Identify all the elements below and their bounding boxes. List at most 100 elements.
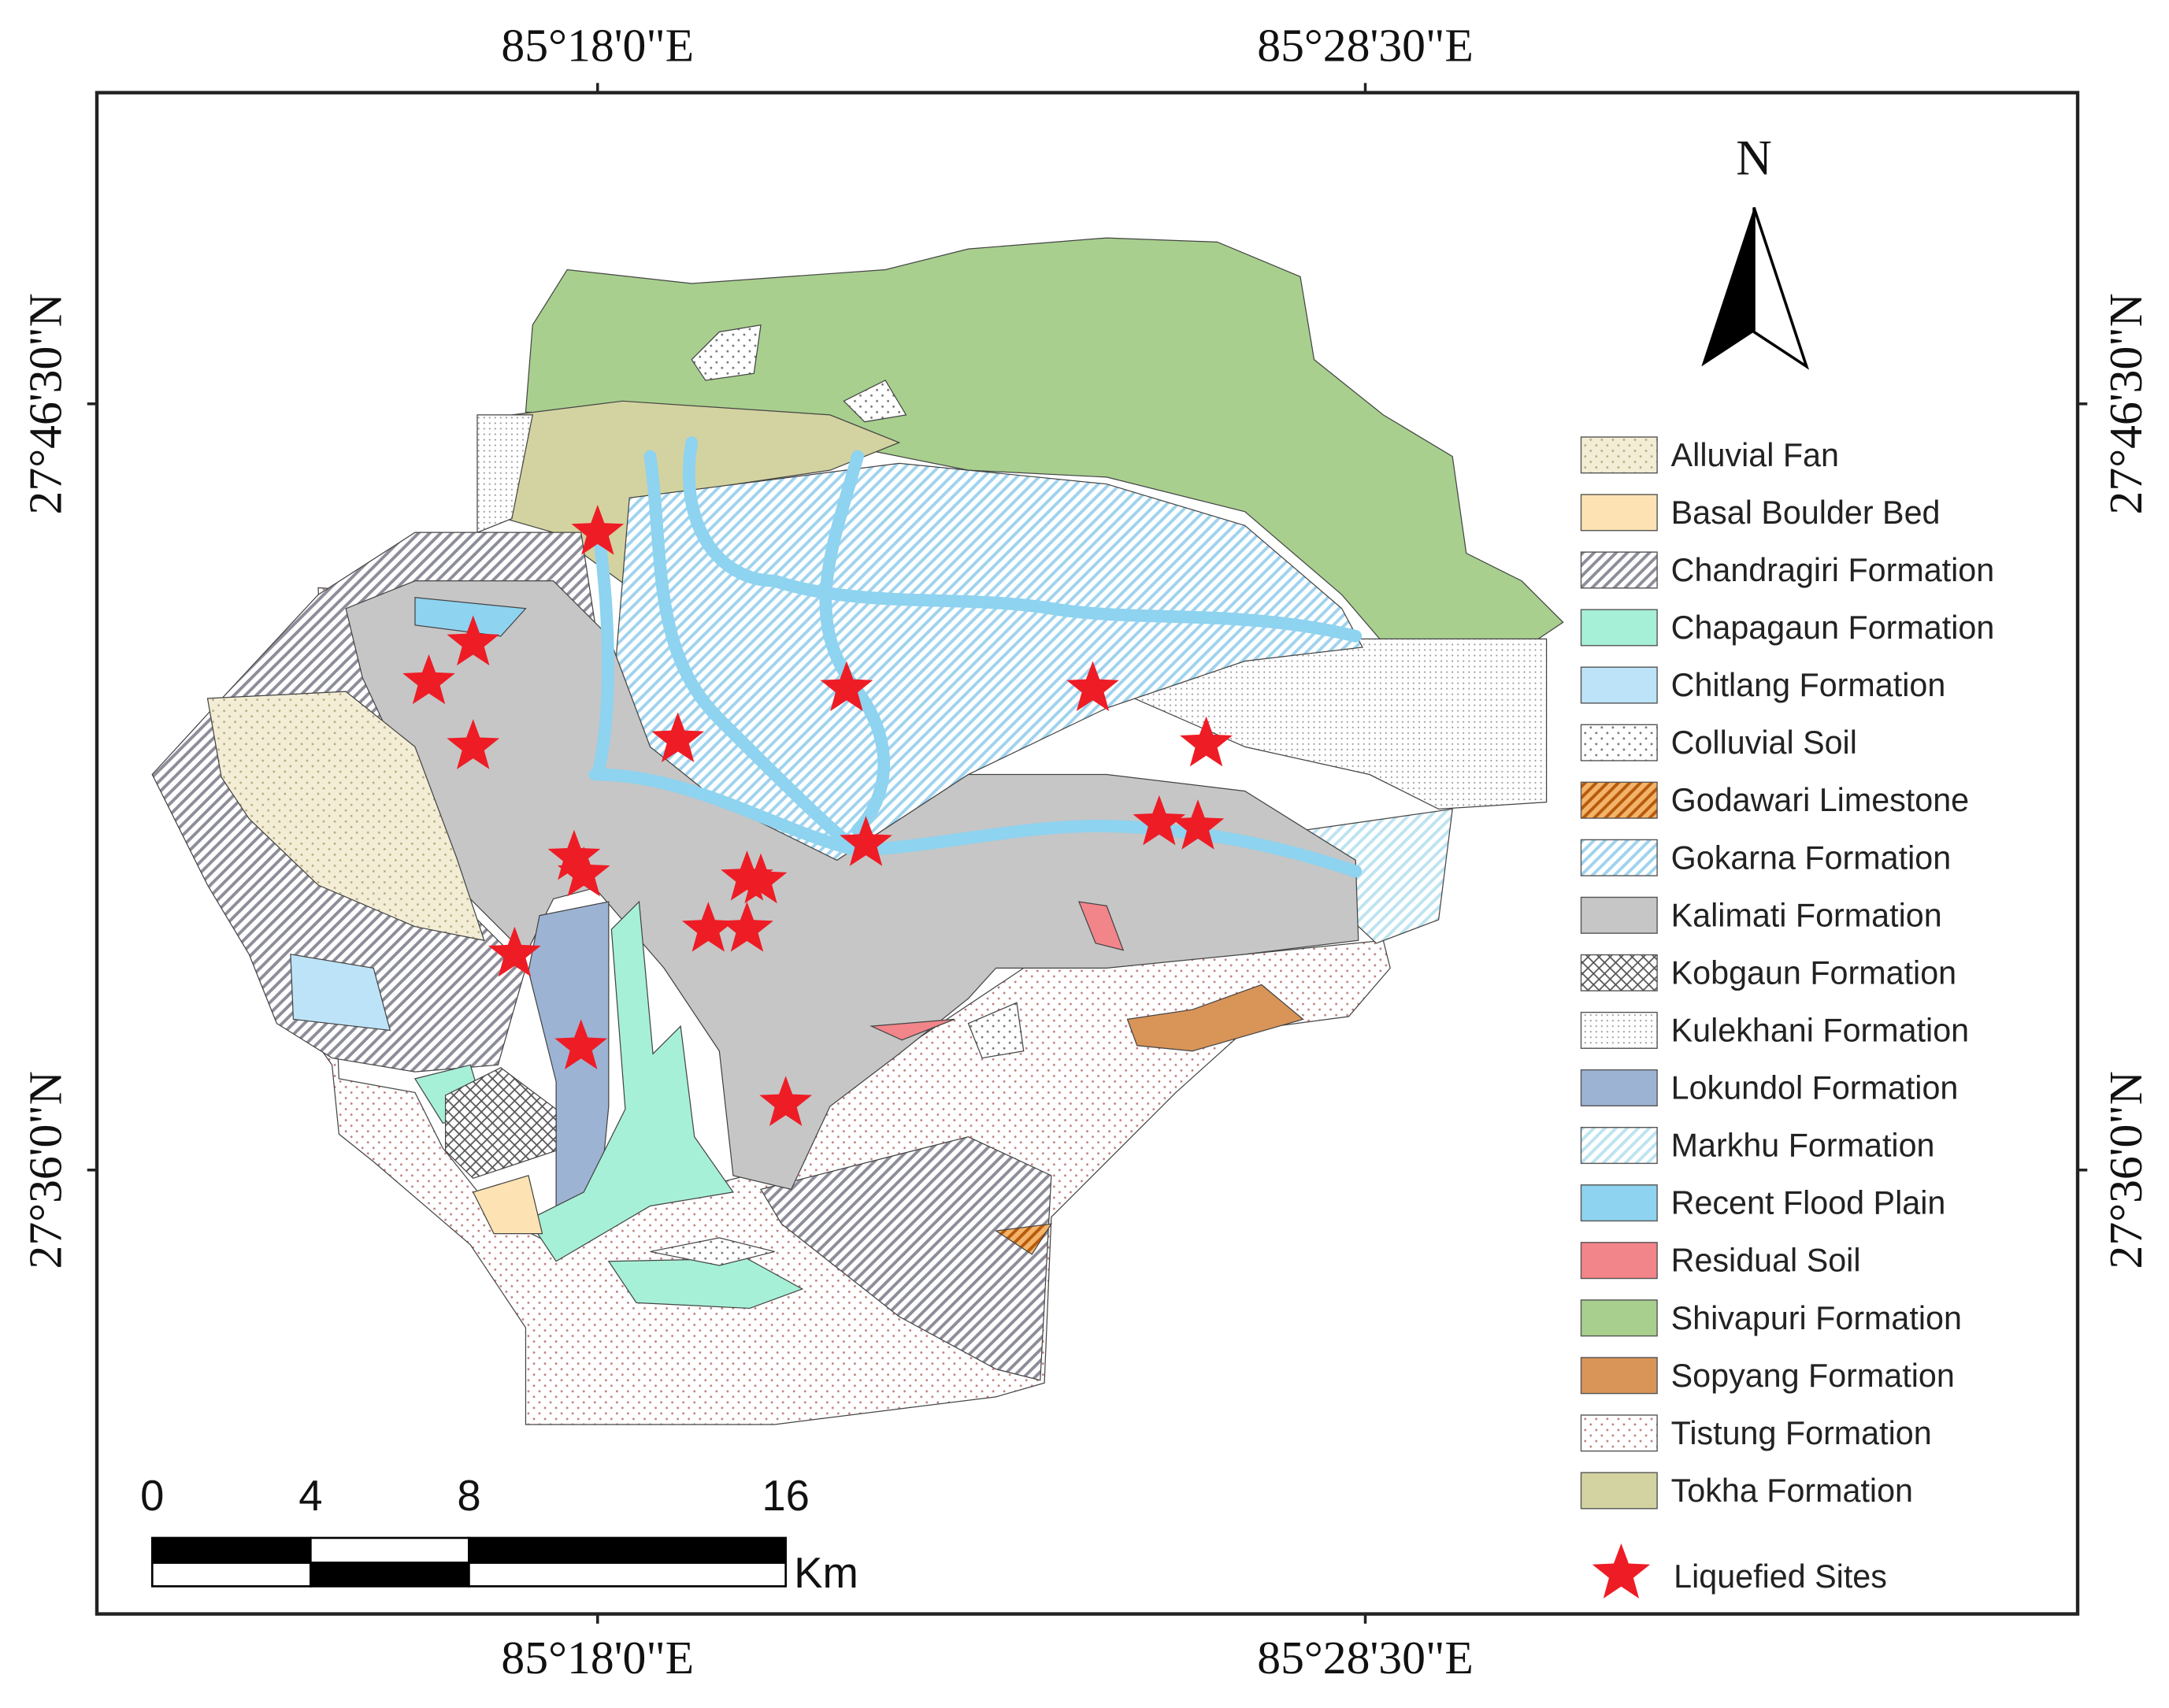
legend-label: Alluvial Fan: [1671, 437, 1839, 473]
latitude-label: 27°36'0"N: [2100, 1071, 2152, 1269]
liquefied-site: [840, 816, 892, 866]
longitude-label: 85°28'30"E: [1257, 1632, 1474, 1684]
legend-swatch: [1580, 494, 1658, 532]
liquefied-site: [759, 1076, 813, 1126]
legend-label: Markhu Formation: [1671, 1128, 1935, 1164]
geology-unit: [843, 380, 907, 423]
legend-label: Sopyang Formation: [1671, 1358, 1955, 1394]
liquefied-site: [1066, 661, 1119, 712]
scale-label: 4: [298, 1472, 322, 1520]
scale-segment: [468, 1536, 787, 1564]
legend-label: Recent Flood Plain: [1671, 1185, 1946, 1221]
legend-swatch: [1580, 839, 1658, 876]
legend-swatch: [1580, 551, 1658, 589]
legend-label: Chitlang Formation: [1671, 667, 1946, 703]
geology-unit: [290, 954, 391, 1032]
legend: Alluvial Fan Basal Boulder Bed Chandragiri…: [1580, 436, 1995, 1599]
geology-unit: [528, 900, 734, 1262]
graticule-ticks: [87, 83, 2088, 1624]
scale-label: 16: [762, 1472, 810, 1520]
geology-unit: [1126, 984, 1304, 1052]
geology-unit: [525, 237, 1564, 651]
liquefied-site: [557, 846, 610, 897]
legend-site-symbol: [1592, 1543, 1651, 1599]
liquefied-site: [734, 853, 788, 904]
legend-swatch: [1580, 609, 1658, 647]
legend-label: Chandragiri Formation: [1671, 552, 1995, 588]
legend-label: Tistung Formation: [1671, 1415, 1932, 1451]
latitude-label: 27°36'0"N: [19, 1071, 71, 1269]
legend-swatch: [1580, 1414, 1658, 1452]
geology-unit: [476, 414, 533, 534]
legend-label: Gokarna Formation: [1671, 839, 1952, 876]
legend-swatch: [1580, 781, 1658, 819]
geology-unit: [994, 1223, 1053, 1255]
scale-segment: [310, 1562, 470, 1588]
geology-unit: [760, 1136, 1052, 1381]
legend-label: Colluvial Soil: [1671, 724, 1857, 761]
scale-unit: Km: [794, 1549, 858, 1597]
legend-swatch: [1580, 1472, 1658, 1510]
liquefied-site: [1133, 795, 1186, 846]
legend-label: Kulekhani Formation: [1671, 1012, 1969, 1048]
river: [682, 436, 781, 587]
geology-unit: [444, 1067, 557, 1180]
scale-label: 0: [140, 1472, 164, 1520]
liquefied-sites: [402, 505, 1233, 1126]
longitude-label: 85°18'0"E: [501, 1632, 694, 1684]
liquefied-site: [554, 1019, 608, 1069]
scale-bar: 0 4 8 16 Km: [140, 1472, 858, 1597]
legend-swatch: [1580, 1069, 1658, 1107]
liquefied-site: [547, 829, 601, 880]
river: [588, 768, 1363, 878]
legend-swatch: [1580, 1127, 1658, 1165]
scale-segment: [150, 1562, 312, 1588]
north-arrow: [1701, 207, 1755, 367]
legend-swatch: [1580, 1184, 1658, 1222]
liquefied-site: [1171, 799, 1225, 850]
scale-segment: [150, 1536, 312, 1564]
liquefied-site: [447, 719, 500, 769]
legend-swatch: [1580, 724, 1658, 761]
legend-swatch: [1580, 1357, 1658, 1395]
geology-unit: [650, 1237, 775, 1266]
river: [591, 519, 614, 781]
liquefied-site: [820, 661, 873, 712]
liquefied-site: [447, 615, 500, 666]
geology-unit: [1078, 901, 1125, 951]
legend-swatch: [1580, 896, 1658, 934]
scale-segment: [310, 1536, 470, 1564]
scale-label: 8: [457, 1472, 480, 1520]
rivers: [588, 436, 1363, 878]
legend-label: Shivapuri Formation: [1671, 1300, 1962, 1336]
geology-unit: [967, 1002, 1025, 1059]
longitude-label: 85°18'0"E: [501, 19, 694, 71]
latitude-label: 27°46'30"N: [2100, 293, 2152, 514]
legend-swatch: [1580, 1242, 1658, 1280]
river: [768, 574, 1363, 643]
river: [643, 450, 864, 858]
geology-unit: [206, 691, 485, 942]
liquefied-site: [488, 926, 541, 977]
legend-swatch: [1580, 954, 1658, 991]
liquefied-site: [681, 902, 735, 952]
geology-unit: [869, 1018, 955, 1041]
geology-unit: [1119, 638, 1548, 810]
legend-label: Kalimati Formation: [1671, 897, 1942, 933]
legend-swatch: [1580, 1011, 1658, 1049]
legend-label: Godawari Limestone: [1671, 782, 1969, 818]
liquefied-site: [571, 505, 625, 555]
geology-unit: [414, 597, 527, 637]
legend-swatch: [1580, 666, 1658, 704]
legend-label: Liquefied Sites: [1674, 1558, 1887, 1595]
scale-segment: [468, 1562, 787, 1588]
legend-label: Basal Boulder Bed: [1671, 495, 1941, 531]
legend-label: Kobgaun Formation: [1671, 954, 1956, 991]
legend-label: Tokha Formation: [1671, 1473, 1913, 1509]
liquefied-site: [402, 654, 455, 705]
legend-label: Residual Soil: [1671, 1243, 1861, 1279]
north-arrow: [1752, 206, 1810, 370]
legend-label: Chapagaun Formation: [1671, 609, 1995, 646]
geology-unit: [691, 324, 762, 381]
